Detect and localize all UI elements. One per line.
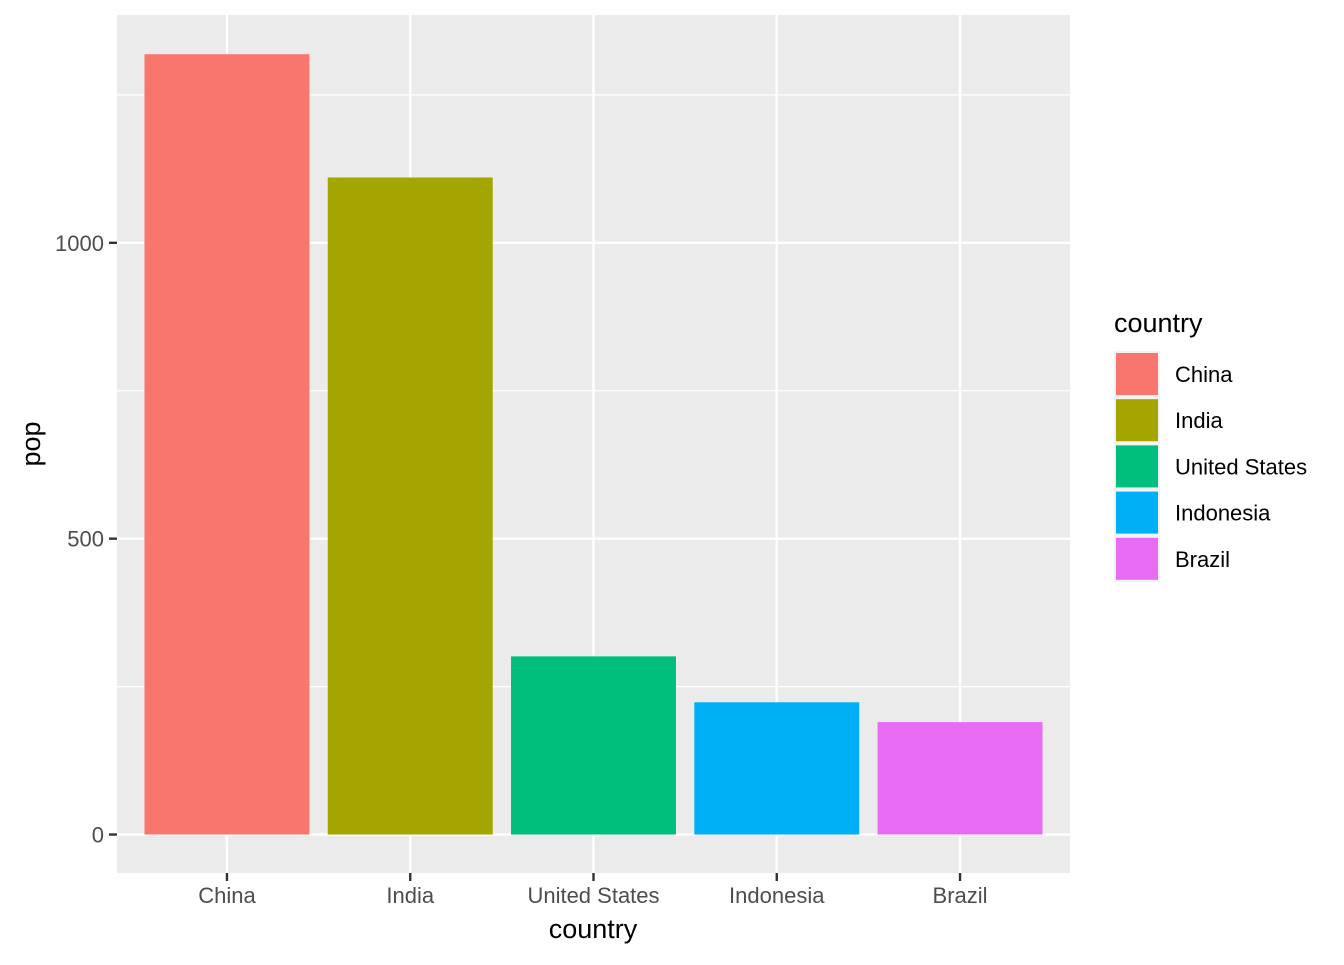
legend: China India United States Indonesia Brazil [1114,351,1307,582]
x-tick-label: Indonesia [729,883,825,908]
legend-label: India [1175,408,1223,433]
bars [144,54,1043,835]
axes: 0 500 1000 China India United States Indonesia… [55,231,987,908]
legend-swatch [1116,353,1158,395]
legend-swatch [1116,399,1158,442]
x-tick-label: United States [527,883,659,908]
bar [694,702,860,835]
bar [327,177,493,835]
bar [511,656,676,835]
legend-label: Indonesia [1175,501,1271,526]
legend-label: China [1175,362,1233,387]
x-tick-label: Brazil [933,883,988,908]
legend-swatch [1116,491,1158,534]
x-tick-label: India [386,883,434,908]
legend-swatch [1116,537,1158,580]
y-tick-label: 1000 [55,231,104,256]
legend-title: country [1114,308,1203,338]
y-tick-label: 500 [67,527,104,552]
x-tick-label: China [198,883,256,908]
legend-label: Brazil [1175,547,1230,572]
bar [877,722,1043,835]
legend-swatch [1116,445,1158,488]
y-axis-title: pop [16,421,46,466]
x-axis-title: country [549,914,638,944]
bar [144,54,310,835]
y-tick-label: 0 [92,823,104,848]
legend-label: United States [1175,454,1307,479]
